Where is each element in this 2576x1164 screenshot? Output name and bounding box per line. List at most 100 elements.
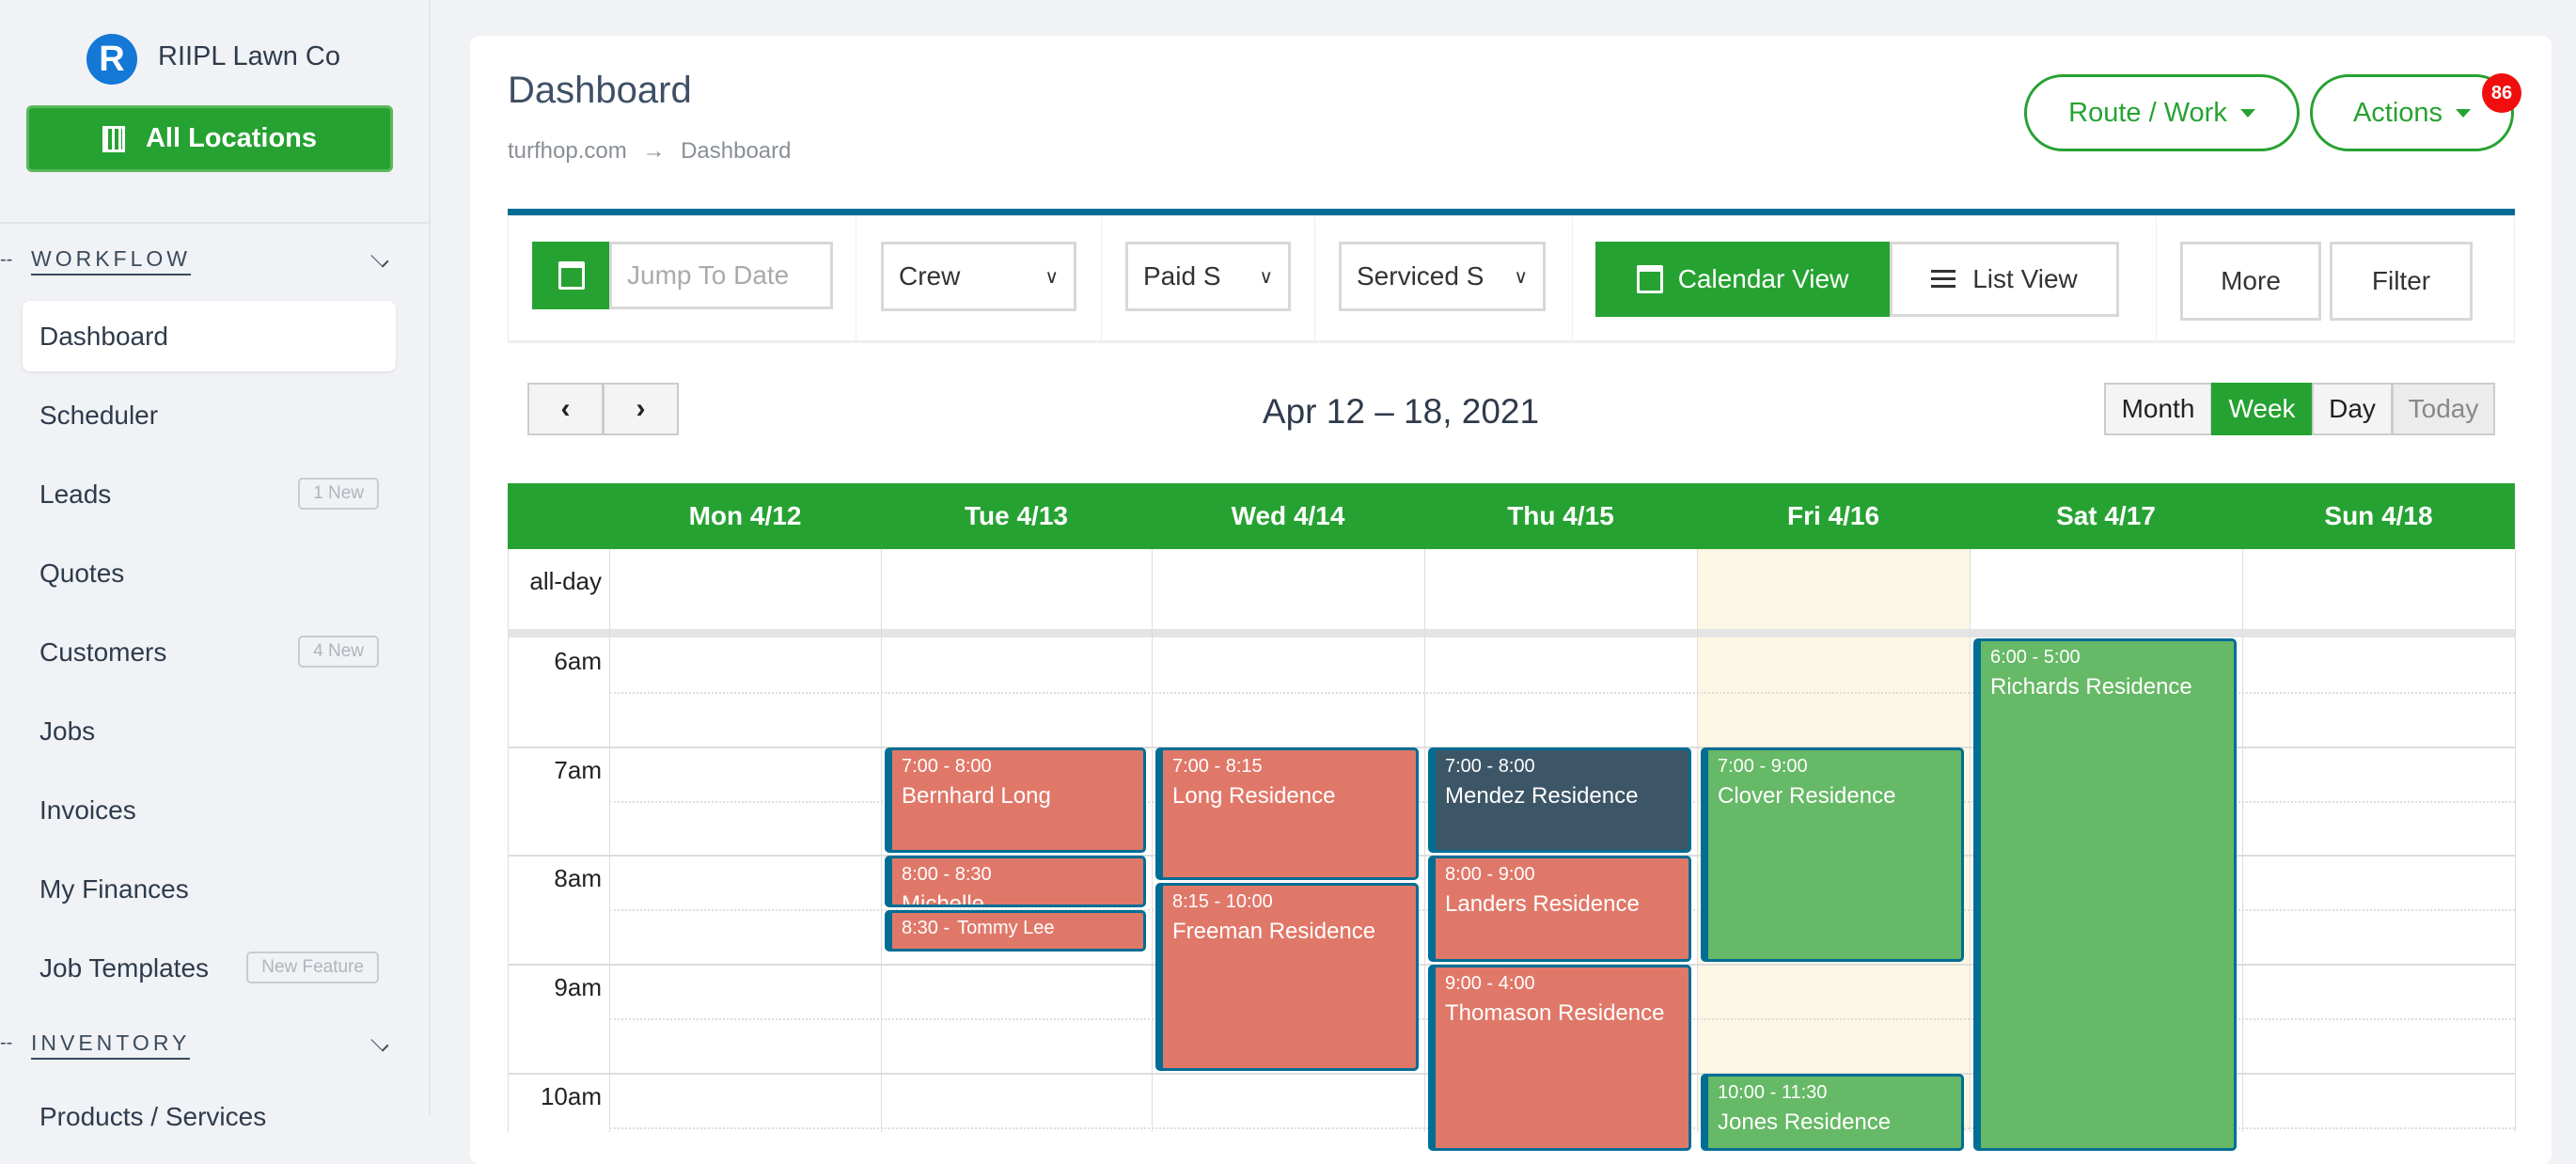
event-title: Landers Residence — [1445, 891, 1640, 918]
day-header[interactable]: Sat 4/17 — [2056, 501, 2156, 530]
grid-column-line — [609, 549, 610, 1132]
prev-week-button[interactable]: ‹ — [527, 383, 604, 435]
event-title: Tommy Lee — [957, 918, 1055, 939]
time-label: 7am — [554, 755, 602, 784]
today-button[interactable]: Today — [2392, 383, 2495, 435]
more-button[interactable]: More — [2180, 242, 2321, 321]
event-time: 7:00 - 9:00 — [1718, 755, 1808, 777]
grid-column-line — [1424, 549, 1425, 1132]
grid-column-line — [2242, 549, 2243, 1132]
sidebar-item-scheduler[interactable]: Scheduler — [23, 380, 396, 450]
calendar-event[interactable]: 10:00 - 11:30 Jones Residence — [1701, 1073, 1964, 1151]
sidebar-item-invoices[interactable]: Invoices — [23, 775, 396, 845]
day-header[interactable]: Wed 4/14 — [1231, 501, 1345, 530]
list-icon — [1931, 270, 1956, 289]
divider — [1314, 215, 1315, 343]
date-range-title: Apr 12 – 18, 2021 — [1262, 392, 1540, 431]
calendar-event[interactable]: 8:00 - 9:00 Landers Residence — [1428, 856, 1691, 963]
notification-badge: 86 — [2482, 73, 2521, 113]
event-title: Long Residence — [1172, 782, 1336, 809]
sidebar-item-label: Quotes — [39, 558, 125, 588]
day-header[interactable]: Thu 4/15 — [1507, 501, 1614, 530]
breadcrumb-home[interactable]: turfhop.com — [508, 138, 627, 164]
grid-column-line — [881, 549, 882, 1132]
sidebar-item-leads[interactable]: Leads 1 New — [23, 459, 396, 529]
toolbar-accent-bar — [508, 209, 2515, 215]
chevron-down-icon: ∨ — [1045, 266, 1059, 288]
sidebar-item-label: Job Templates — [39, 952, 210, 983]
event-time: 8:00 - 8:30 — [902, 864, 992, 886]
jump-date-calendar-button[interactable] — [532, 242, 611, 309]
calendar-view-button[interactable]: Calendar View — [1595, 242, 1890, 317]
chevron-down-icon: ∨ — [1514, 266, 1528, 288]
sidebar-item-job-templates[interactable]: Job Templates New Feature — [23, 933, 396, 1003]
filter-button[interactable]: Filter — [2330, 242, 2473, 321]
day-header[interactable]: Tue 4/13 — [965, 501, 1068, 530]
actions-label: Actions — [2352, 97, 2443, 128]
section-inventory[interactable]: INVENTORY — [31, 1030, 191, 1060]
day-view-button[interactable]: Day — [2312, 383, 2393, 435]
list-view-button[interactable]: List View — [1890, 242, 2119, 317]
paid-value: Paid S — [1143, 261, 1221, 291]
sidebar-item-quotes[interactable]: Quotes — [23, 538, 396, 608]
calendar-event[interactable]: 6:00 - 5:00 Richards Residence — [1973, 638, 2237, 1151]
all-locations-label: All Locations — [145, 123, 318, 153]
event-time: 7:00 - 8:15 — [1172, 755, 1263, 777]
list-view-label: List View — [1972, 264, 2078, 293]
serviced-status-select[interactable]: Serviced S ∨ — [1339, 242, 1546, 311]
calendar-event[interactable]: 8:15 - 10:00 Freeman Residence — [1155, 883, 1419, 1071]
day-header[interactable]: Mon 4/12 — [688, 501, 802, 530]
event-title: Bernhard Long — [902, 782, 1051, 809]
event-time: 8:30 - — [902, 918, 950, 939]
sidebar-item-customers[interactable]: Customers 4 New — [23, 617, 396, 687]
allday-label: all-day — [529, 567, 602, 595]
month-view-button[interactable]: Month — [2104, 383, 2212, 435]
event-title: Richards Residence — [1990, 674, 2192, 700]
paid-status-select[interactable]: Paid S ∨ — [1125, 242, 1291, 311]
sidebar-item-label: My Finances — [39, 873, 189, 904]
next-week-button[interactable]: › — [603, 383, 679, 435]
sidebar-item-label: Leads — [39, 479, 112, 509]
calendar-event[interactable]: 7:00 - 8:00 Mendez Residence — [1428, 747, 1691, 854]
all-locations-button[interactable]: All Locations — [26, 105, 393, 172]
day-header[interactable]: Sun 4/18 — [2324, 501, 2433, 530]
calendar-event[interactable]: 7:00 - 9:00 Clover Residence — [1701, 747, 1964, 963]
time-label: 9am — [554, 973, 602, 1002]
sidebar-item-products-services[interactable]: Products / Services — [39, 1101, 267, 1131]
chevron-down-icon[interactable] — [370, 1033, 389, 1052]
calendar-icon — [1636, 265, 1663, 293]
calendar-icon — [558, 261, 585, 290]
company-logo: R — [86, 34, 137, 85]
event-title: Thomason Residence — [1445, 1000, 1665, 1027]
calendar-event[interactable]: 8:30 - Tommy Lee — [885, 910, 1146, 952]
grid-column-line — [508, 549, 509, 1132]
calendar-event[interactable]: 7:00 - 8:00 Bernhard Long — [885, 747, 1146, 854]
event-title: Clover Residence — [1718, 782, 1896, 809]
arrow-right-icon: → — [642, 138, 666, 164]
week-view-button[interactable]: Week — [2211, 383, 2313, 435]
sidebar-item-dashboard[interactable]: Dashboard — [23, 301, 396, 371]
actions-button[interactable]: Actions — [2310, 74, 2514, 151]
crew-value: Crew — [899, 261, 961, 291]
divider — [0, 222, 429, 224]
event-time: 8:00 - 9:00 — [1445, 864, 1535, 886]
event-time: 10:00 - 11:30 — [1718, 1081, 1828, 1103]
sidebar-item-my-finances[interactable]: My Finances — [23, 854, 396, 924]
crew-select[interactable]: Crew ∨ — [881, 242, 1076, 311]
calendar-event[interactable]: 8:00 - 8:30 Michelle — [885, 856, 1146, 908]
jump-to-date-input[interactable]: Jump To Date — [609, 242, 833, 309]
section-workflow[interactable]: WORKFLOW — [31, 246, 191, 275]
event-title: Jones Residence — [1718, 1109, 1892, 1135]
event-title: Michelle — [902, 891, 985, 908]
calendar-event[interactable]: 7:00 - 8:15 Long Residence — [1155, 747, 1419, 881]
section-dash: -- — [0, 1032, 13, 1053]
chevron-down-icon[interactable] — [370, 249, 389, 268]
time-label: 6am — [554, 647, 602, 675]
day-header[interactable]: Fri 4/16 — [1786, 501, 1880, 530]
sidebar-item-label: Customers — [39, 637, 167, 667]
event-time: 6:00 - 5:00 — [1990, 647, 2081, 668]
route-work-button[interactable]: Route / Work — [2024, 74, 2300, 151]
sidebar-item-jobs[interactable]: Jobs — [23, 696, 396, 766]
calendar-event[interactable]: 9:00 - 4:00 Thomason Residence — [1428, 965, 1691, 1151]
chevron-down-icon: ∨ — [1259, 266, 1273, 288]
